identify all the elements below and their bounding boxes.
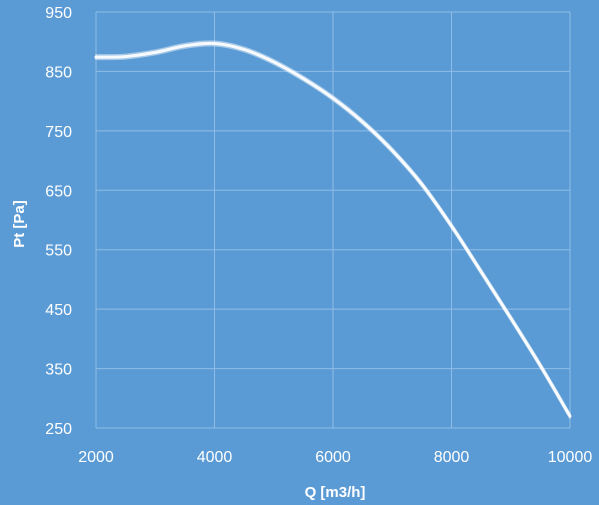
x-tick-label: 2000	[78, 449, 114, 466]
y-tick-label: 250	[45, 421, 72, 438]
x-tick-label: 8000	[434, 449, 470, 466]
series-line	[94, 41, 572, 418]
y-axis-tick-labels: 250 350 450 550 650 750 850 950	[45, 5, 72, 438]
x-tick-label: 10000	[548, 449, 593, 466]
y-tick-label: 350	[45, 362, 72, 379]
y-tick-label: 850	[45, 64, 72, 81]
x-axis-tick-labels: 2000 4000 6000 8000 10000	[78, 449, 592, 466]
y-tick-label: 950	[45, 5, 72, 22]
y-axis-title: Pt [Pa]	[11, 200, 28, 248]
y-tick-label: 650	[45, 183, 72, 200]
y-tick-label: 450	[45, 302, 72, 319]
pressure-curve	[94, 40, 572, 420]
x-tick-label: 6000	[315, 449, 351, 466]
gridlines	[95, 11, 571, 429]
x-tick-label: 4000	[197, 449, 233, 466]
x-axis-title: Q [m3/h]	[305, 484, 366, 501]
y-tick-label: 550	[45, 243, 72, 260]
y-tick-label: 750	[45, 124, 72, 141]
